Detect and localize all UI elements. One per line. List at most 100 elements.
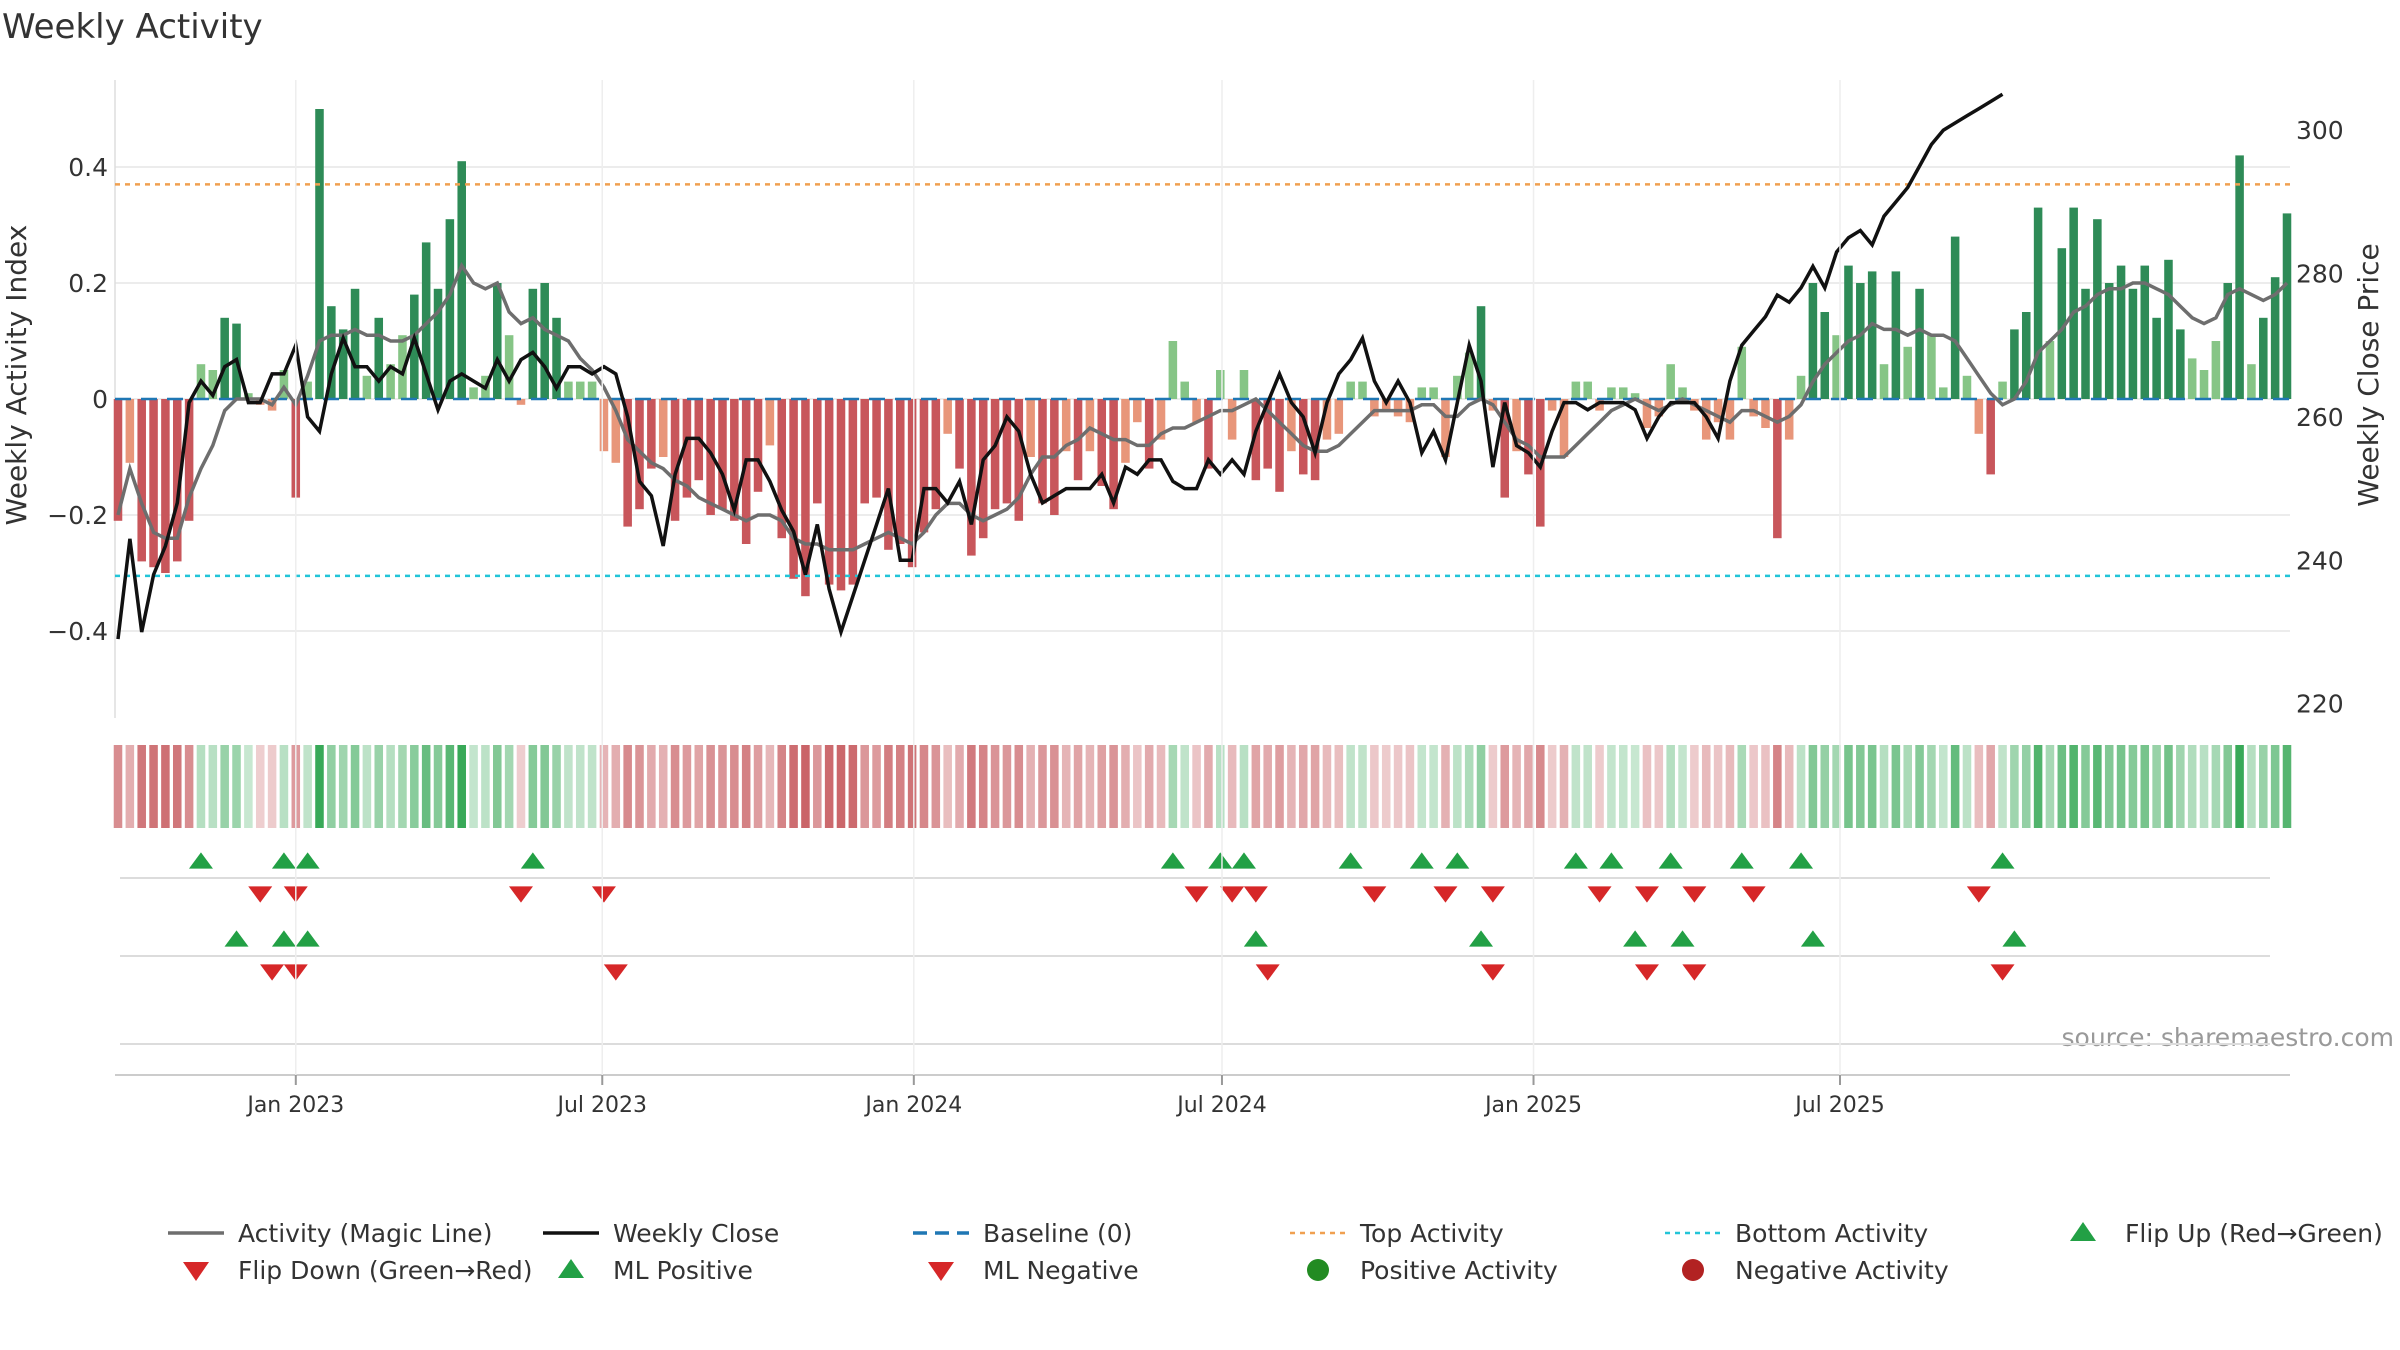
activity-bar — [1500, 399, 1510, 498]
flip-up-marker — [1338, 852, 1363, 869]
x-tick-label: Jul 2024 — [1175, 1093, 1267, 1118]
activity-bar — [564, 381, 573, 399]
heat-cell — [2104, 745, 2114, 828]
heat-cell — [1950, 745, 1960, 828]
heat-cell — [1713, 745, 1723, 828]
heat-cell — [635, 745, 644, 828]
heat-cell — [658, 745, 668, 828]
heat-cell — [410, 745, 419, 828]
heat-cell — [1180, 745, 1189, 828]
ml-negative-marker — [1634, 964, 1659, 981]
heat-cell — [1227, 745, 1237, 828]
activity-bar — [1287, 399, 1296, 452]
heat-cell — [1701, 745, 1711, 828]
legend-label: Bottom Activity — [1735, 1219, 1928, 1248]
main-plot: −0.4 −0.2 0 0.2 0.4 220 240 260 280 300 — [47, 80, 2344, 719]
flip-down-marker — [1682, 886, 1707, 903]
right-tick-label: 260 — [2296, 403, 2344, 432]
activity-bar — [125, 399, 135, 463]
heat-cell — [955, 745, 964, 828]
heat-cell — [303, 745, 312, 828]
ml-positive-marker — [2002, 930, 2027, 947]
flip-down-marker — [508, 886, 533, 903]
heat-cell — [1583, 745, 1592, 828]
legend-swatch-triangle-up — [558, 1259, 584, 1278]
heat-cell — [1441, 745, 1450, 828]
activity-bar — [1180, 381, 1189, 399]
heat-cell — [789, 745, 798, 828]
activity-bar — [1879, 364, 1889, 399]
activity-bar — [1358, 381, 1367, 399]
activity-bar — [2223, 283, 2233, 399]
heat-cell — [2093, 745, 2102, 828]
activity-bar — [1583, 381, 1592, 399]
activity-bar — [2045, 341, 2055, 399]
activity-bar — [824, 399, 834, 585]
activity-bar — [398, 335, 407, 399]
flip-down-marker — [1184, 886, 1209, 903]
heat-cell — [1832, 745, 1841, 828]
heat-cell — [1310, 745, 1320, 828]
flip-down-marker — [1362, 886, 1387, 903]
heat-cell — [327, 745, 336, 828]
heat-cell — [184, 745, 194, 828]
activity-bar — [1773, 399, 1782, 539]
heat-cell — [777, 745, 787, 828]
flip-down-marker — [1741, 886, 1766, 903]
activity-bar — [2199, 370, 2209, 399]
heat-cell — [2033, 745, 2043, 828]
flip-up-marker — [1160, 852, 1185, 869]
heat-cell — [1678, 745, 1687, 828]
heat-cell — [1962, 745, 1972, 828]
heat-cell — [599, 745, 609, 828]
heat-cell — [2045, 745, 2055, 828]
activity-bar — [1666, 364, 1675, 399]
activity-bar — [374, 317, 384, 399]
activity-bar — [493, 283, 502, 399]
activity-bar — [611, 399, 621, 463]
activity-bar — [706, 399, 715, 515]
x-axis: Jan 2023 Jul 2023 Jan 2024 Jul 2024 Jan 2025… — [115, 80, 2290, 1118]
heat-cell — [907, 745, 917, 828]
legend-item: Positive Activity — [1307, 1256, 1558, 1285]
ml-positive-marker — [1800, 930, 1825, 947]
activity-bar — [2010, 329, 2019, 399]
legend-swatch-triangle-down — [183, 1262, 209, 1281]
activity-bar — [1524, 399, 1533, 475]
heat-cell — [1346, 745, 1355, 828]
activity-bar — [1216, 370, 1225, 399]
heat-cell — [1749, 745, 1758, 828]
heat-cell — [1666, 745, 1675, 828]
heat-cell — [2223, 745, 2233, 828]
heat-cell — [540, 745, 549, 828]
flip-up-marker — [1231, 852, 1256, 869]
ml-positive-marker — [1243, 930, 1268, 947]
x-tick-label: Jul 2023 — [555, 1093, 647, 1118]
legend-item: Baseline (0) — [913, 1219, 1132, 1248]
x-tick-label: Jan 2024 — [863, 1093, 962, 1118]
heat-cell — [872, 745, 881, 828]
activity-bar — [1939, 387, 1948, 399]
ml-positive-marker — [224, 930, 249, 947]
heat-cell — [2270, 745, 2280, 828]
activity-bar — [1298, 399, 1308, 475]
right-tick-label: 300 — [2296, 116, 2344, 145]
heat-cell — [1014, 745, 1024, 828]
y-axis-label-left: Weekly Activity Index — [0, 225, 33, 526]
activity-bar — [1903, 346, 1912, 399]
heat-cell — [125, 745, 135, 828]
activity-bar — [1275, 399, 1284, 492]
activity-bar — [1121, 399, 1130, 463]
heat-cell — [611, 745, 621, 828]
activity-bar — [2176, 329, 2185, 399]
activity-bar — [907, 399, 917, 568]
activity-bar — [410, 294, 419, 399]
activity-bar — [1998, 381, 2007, 399]
flip-down-marker — [591, 886, 616, 903]
heat-cell — [386, 745, 395, 828]
heat-cell — [1867, 745, 1877, 828]
flip-down-marker — [1966, 886, 1991, 903]
ml-negative-marker — [1682, 964, 1707, 981]
ml-positive-marker — [1623, 930, 1648, 947]
